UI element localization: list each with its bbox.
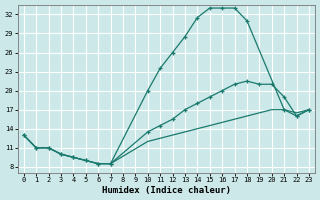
X-axis label: Humidex (Indice chaleur): Humidex (Indice chaleur) bbox=[102, 186, 231, 195]
